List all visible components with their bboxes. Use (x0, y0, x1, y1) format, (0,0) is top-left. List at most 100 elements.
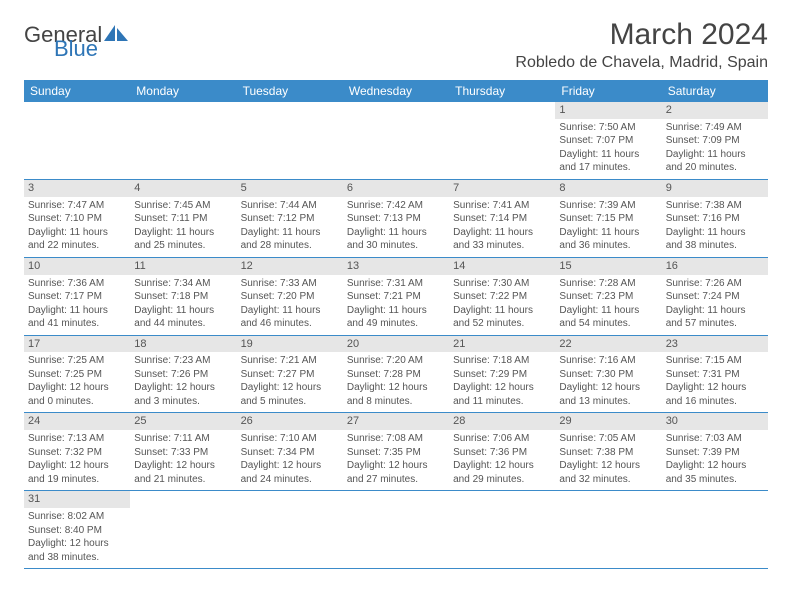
sunset-line: Sunset: 7:30 PM (559, 368, 657, 382)
sunset-line: Sunset: 7:39 PM (666, 446, 764, 460)
weekday-header: Friday (555, 80, 661, 102)
calendar-cell: 5Sunrise: 7:44 AMSunset: 7:12 PMDaylight… (237, 179, 343, 257)
sunrise-line: Sunrise: 7:06 AM (453, 432, 551, 446)
day-number: 31 (24, 491, 130, 508)
daylight-line: Daylight: 12 hours and 16 minutes. (666, 381, 764, 408)
calendar-cell: 12Sunrise: 7:33 AMSunset: 7:20 PMDayligh… (237, 257, 343, 335)
sunrise-line: Sunrise: 7:39 AM (559, 199, 657, 213)
calendar-cell: 29Sunrise: 7:05 AMSunset: 7:38 PMDayligh… (555, 413, 661, 491)
sunset-line: Sunset: 7:27 PM (241, 368, 339, 382)
calendar-cell: 20Sunrise: 7:20 AMSunset: 7:28 PMDayligh… (343, 335, 449, 413)
daylight-line: Daylight: 12 hours and 8 minutes. (347, 381, 445, 408)
title-block: March 2024 Robledo de Chavela, Madrid, S… (515, 18, 768, 72)
calendar-cell: 13Sunrise: 7:31 AMSunset: 7:21 PMDayligh… (343, 257, 449, 335)
daylight-line: Daylight: 12 hours and 35 minutes. (666, 459, 764, 486)
weekday-header: Monday (130, 80, 236, 102)
calendar-cell-empty (343, 491, 449, 569)
sunrise-line: Sunrise: 7:47 AM (28, 199, 126, 213)
daylight-line: Daylight: 11 hours and 33 minutes. (453, 226, 551, 253)
sunrise-line: Sunrise: 7:11 AM (134, 432, 232, 446)
sunrise-line: Sunrise: 7:23 AM (134, 354, 232, 368)
sunrise-line: Sunrise: 7:03 AM (666, 432, 764, 446)
sunset-line: Sunset: 7:24 PM (666, 290, 764, 304)
sunrise-line: Sunrise: 7:45 AM (134, 199, 232, 213)
day-number: 7 (449, 180, 555, 197)
day-number: 26 (237, 413, 343, 430)
calendar-cell: 3Sunrise: 7:47 AMSunset: 7:10 PMDaylight… (24, 179, 130, 257)
calendar-cell-empty (662, 491, 768, 569)
sunset-line: Sunset: 7:07 PM (559, 134, 657, 148)
weekday-header: Tuesday (237, 80, 343, 102)
sunset-line: Sunset: 7:14 PM (453, 212, 551, 226)
calendar-cell-empty (343, 102, 449, 179)
day-number: 24 (24, 413, 130, 430)
sunset-line: Sunset: 7:15 PM (559, 212, 657, 226)
sunset-line: Sunset: 7:09 PM (666, 134, 764, 148)
day-number: 20 (343, 336, 449, 353)
sunrise-line: Sunrise: 7:41 AM (453, 199, 551, 213)
daylight-line: Daylight: 11 hours and 57 minutes. (666, 304, 764, 331)
calendar-cell-empty (449, 102, 555, 179)
sunset-line: Sunset: 7:36 PM (453, 446, 551, 460)
sunset-line: Sunset: 7:22 PM (453, 290, 551, 304)
calendar-cell: 21Sunrise: 7:18 AMSunset: 7:29 PMDayligh… (449, 335, 555, 413)
sunrise-line: Sunrise: 7:13 AM (28, 432, 126, 446)
day-number: 27 (343, 413, 449, 430)
weekday-header: Sunday (24, 80, 130, 102)
day-number: 5 (237, 180, 343, 197)
calendar-cell: 27Sunrise: 7:08 AMSunset: 7:35 PMDayligh… (343, 413, 449, 491)
sunset-line: Sunset: 7:31 PM (666, 368, 764, 382)
daylight-line: Daylight: 11 hours and 25 minutes. (134, 226, 232, 253)
sunset-line: Sunset: 7:10 PM (28, 212, 126, 226)
sunrise-line: Sunrise: 7:18 AM (453, 354, 551, 368)
sunrise-line: Sunrise: 7:21 AM (241, 354, 339, 368)
sunrise-line: Sunrise: 7:36 AM (28, 277, 126, 291)
day-number: 14 (449, 258, 555, 275)
calendar-cell-empty (449, 491, 555, 569)
sunrise-line: Sunrise: 7:34 AM (134, 277, 232, 291)
location: Robledo de Chavela, Madrid, Spain (515, 54, 768, 72)
sunset-line: Sunset: 7:18 PM (134, 290, 232, 304)
sunset-line: Sunset: 7:23 PM (559, 290, 657, 304)
month-title: March 2024 (515, 18, 768, 52)
sunrise-line: Sunrise: 7:42 AM (347, 199, 445, 213)
calendar-cell-empty (24, 102, 130, 179)
sunset-line: Sunset: 7:25 PM (28, 368, 126, 382)
sunrise-line: Sunrise: 7:31 AM (347, 277, 445, 291)
day-number: 4 (130, 180, 236, 197)
sunset-line: Sunset: 7:21 PM (347, 290, 445, 304)
calendar-row: 17Sunrise: 7:25 AMSunset: 7:25 PM Dayligh… (24, 335, 768, 413)
calendar-cell-empty (555, 491, 661, 569)
calendar-cell: 14Sunrise: 7:30 AMSunset: 7:22 PMDayligh… (449, 257, 555, 335)
calendar-row: 10Sunrise: 7:36 AMSunset: 7:17 PMDayligh… (24, 257, 768, 335)
daylight-line: Daylight: 12 hours and 19 minutes. (28, 459, 126, 486)
calendar-cell: 18Sunrise: 7:23 AMSunset: 7:26 PMDayligh… (130, 335, 236, 413)
calendar-cell: 9Sunrise: 7:38 AMSunset: 7:16 PMDaylight… (662, 179, 768, 257)
daylight-line: Daylight: 11 hours and 20 minutes. (666, 148, 764, 175)
day-number: 22 (555, 336, 661, 353)
daylight-line: Daylight: 12 hours and 29 minutes. (453, 459, 551, 486)
daylight-line: Daylight: 12 hours and 27 minutes. (347, 459, 445, 486)
day-number: 8 (555, 180, 661, 197)
day-number: 3 (24, 180, 130, 197)
day-number: 21 (449, 336, 555, 353)
sunset-line: Sunset: 7:33 PM (134, 446, 232, 460)
day-number: 2 (662, 102, 768, 119)
calendar-cell: 8Sunrise: 7:39 AMSunset: 7:15 PMDaylight… (555, 179, 661, 257)
day-number: 18 (130, 336, 236, 353)
day-number: 17 (24, 336, 130, 353)
calendar-cell: 6Sunrise: 7:42 AMSunset: 7:13 PMDaylight… (343, 179, 449, 257)
calendar-header-row: SundayMondayTuesdayWednesdayThursdayFrid… (24, 80, 768, 102)
calendar-cell: 17Sunrise: 7:25 AMSunset: 7:25 PMDayligh… (24, 335, 130, 413)
sunrise-line: Sunrise: 7:25 AM (28, 354, 126, 368)
calendar-cell: 28Sunrise: 7:06 AMSunset: 7:36 PMDayligh… (449, 413, 555, 491)
calendar-row: 24Sunrise: 7:13 AMSunset: 7:32 PMDayligh… (24, 413, 768, 491)
calendar-cell: 22Sunrise: 7:16 AMSunset: 7:30 PMDayligh… (555, 335, 661, 413)
sunrise-line: Sunrise: 7:28 AM (559, 277, 657, 291)
day-number: 29 (555, 413, 661, 430)
calendar-row: 31Sunrise: 8:02 AMSunset: 8:40 PMDayligh… (24, 491, 768, 569)
sunrise-line: Sunrise: 7:16 AM (559, 354, 657, 368)
daylight-line: Daylight: 11 hours and 30 minutes. (347, 226, 445, 253)
sunrise-line: Sunrise: 8:02 AM (28, 510, 126, 524)
sunset-line: Sunset: 7:29 PM (453, 368, 551, 382)
